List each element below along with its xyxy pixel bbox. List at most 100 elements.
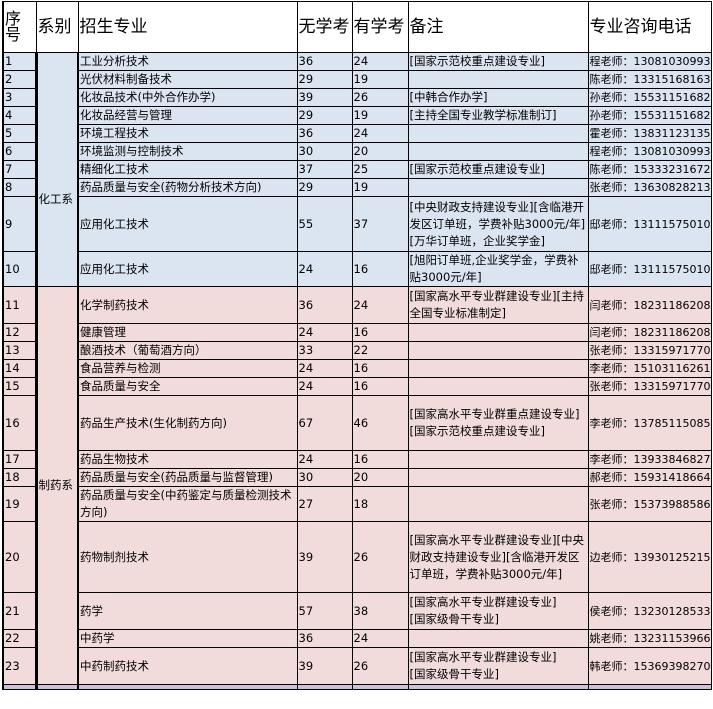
major-cell: 工业分析技术 bbox=[77, 52, 298, 71]
row-number: 2 bbox=[2, 70, 37, 89]
exam-quota: 46 bbox=[351, 395, 409, 451]
note-cell: [国家示范校重点建设专业] bbox=[407, 52, 589, 71]
major-cell: 药品质量与安全(药品质量与监督管理) bbox=[77, 468, 298, 487]
note-cell: [国家高水平专业群建设专业] [国家级骨干专业] bbox=[407, 647, 589, 685]
contact-phone: 李老师：15103116261 bbox=[587, 359, 713, 378]
table-row: 10 应用化工技术 24 16 [旭阳订单班,企业奖学金，学费补贴3000元/年] 邸老师… bbox=[2, 251, 713, 287]
row-number: 16 bbox=[2, 395, 37, 451]
table-body: 1 化工系 工业分析技术 36 24 [国家示范校重点建设专业] 程老师：130810309… bbox=[2, 52, 713, 690]
note-cell bbox=[407, 629, 589, 648]
note-cell: [国家高水平专业群重点建设专业] [国家示范校重点建设专业] bbox=[407, 395, 589, 451]
table-row: 12 健康管理 24 16 闫老师：18231186208 bbox=[2, 323, 713, 342]
major-cell: 食品质量与安全 bbox=[77, 377, 298, 396]
no-exam-quota: 24 bbox=[296, 377, 353, 396]
note-cell: [中央财政支持建设专业][含临港开发区订单班，学费补贴3000元/年][万华订单… bbox=[407, 196, 589, 252]
header-no-exam: 无学考 bbox=[296, 1, 353, 53]
note-cell bbox=[407, 359, 589, 378]
table-row: 22 中药学 36 24 姚老师：13231153966 bbox=[2, 629, 713, 648]
exam-quota: 19 bbox=[351, 106, 409, 125]
department-cell: 化工系 bbox=[34, 52, 79, 287]
exam-quota: 19 bbox=[351, 178, 409, 197]
empty-cell bbox=[2, 684, 37, 690]
note-cell bbox=[407, 323, 589, 342]
row-number: 20 bbox=[2, 521, 37, 593]
header-major: 招生专业 bbox=[77, 1, 298, 53]
exam-quota: 16 bbox=[351, 450, 409, 469]
no-exam-quota: 29 bbox=[296, 178, 353, 197]
no-exam-quota: 30 bbox=[296, 468, 353, 487]
major-cell: 应用化工技术 bbox=[77, 196, 298, 252]
empty-cell bbox=[407, 684, 589, 690]
no-exam-quota: 36 bbox=[296, 629, 353, 648]
note-cell bbox=[407, 468, 589, 487]
major-cell: 精细化工技术 bbox=[77, 160, 298, 179]
note-cell: [国家高水平专业群建设专业][主持全国专业标准制定] bbox=[407, 286, 589, 324]
no-exam-quota: 39 bbox=[296, 521, 353, 593]
table-row: 11 制药系 化学制药技术 36 24 [国家高水平专业群建设专业][主持全国专业标准制定… bbox=[2, 286, 713, 685]
note-cell bbox=[407, 377, 589, 396]
contact-phone: 韩老师：15369398270 bbox=[587, 647, 713, 685]
note-cell bbox=[407, 450, 589, 469]
row-number: 8 bbox=[2, 178, 37, 197]
table-row: 7 精细化工技术 37 25 [国家示范校重点建设专业] 陈老师：15333231672 bbox=[2, 160, 713, 179]
exam-quota: 38 bbox=[351, 592, 409, 630]
no-exam-quota: 37 bbox=[296, 160, 353, 179]
no-exam-quota: 57 bbox=[296, 592, 353, 630]
header-note: 备注 bbox=[407, 1, 589, 53]
table-row: 9 应用化工技术 55 37 [中央财政支持建设专业][含临港开发区订单班，学费补贴30… bbox=[2, 196, 713, 252]
no-exam-quota: 24 bbox=[296, 251, 353, 287]
exam-quota: 18 bbox=[351, 486, 409, 522]
note-cell: [主持全国专业教学标准制订] bbox=[407, 106, 589, 125]
no-exam-quota: 30 bbox=[296, 142, 353, 161]
major-cell: 酿酒技术（葡萄酒方向） bbox=[77, 341, 298, 360]
exam-quota: 16 bbox=[351, 359, 409, 378]
table-row: 13 酿酒技术（葡萄酒方向） 33 22 张老师：13315971770 bbox=[2, 341, 713, 360]
contact-phone: 李老师：13933846827 bbox=[587, 450, 713, 469]
exam-quota: 26 bbox=[351, 647, 409, 685]
row-number: 23 bbox=[2, 647, 37, 685]
exam-quota: 16 bbox=[351, 377, 409, 396]
note-cell bbox=[407, 142, 589, 161]
row-number: 17 bbox=[2, 450, 37, 469]
row-number: 18 bbox=[2, 468, 37, 487]
contact-phone: 孙老师：15531151682 bbox=[587, 88, 713, 107]
major-cell: 健康管理 bbox=[77, 323, 298, 342]
note-cell: [旭阳订单班,企业奖学金，学费补贴3000元/年] bbox=[407, 251, 589, 287]
note-cell bbox=[407, 486, 589, 522]
header-phone: 专业咨询电话 bbox=[587, 1, 713, 53]
exam-quota: 26 bbox=[351, 521, 409, 593]
row-number: 7 bbox=[2, 160, 37, 179]
major-cell: 化妆品技术(中外合作办学) bbox=[77, 88, 298, 107]
row-number: 1 bbox=[2, 52, 37, 71]
major-cell: 光伏材料制备技术 bbox=[77, 70, 298, 89]
no-exam-quota: 39 bbox=[296, 88, 353, 107]
row-number: 6 bbox=[2, 142, 37, 161]
empty-cell bbox=[587, 684, 713, 690]
table-row: 19 药品质量与安全(中药鉴定与质量检测技术方向) 27 18 张老师：15373988… bbox=[2, 486, 713, 522]
row-number: 10 bbox=[2, 251, 37, 287]
major-cell: 药品质量与安全(中药鉴定与质量检测技术方向) bbox=[77, 486, 298, 522]
major-cell: 环境监测与控制技术 bbox=[77, 142, 298, 161]
table-row: 15 食品质量与安全 24 16 张老师：13315971770 bbox=[2, 377, 713, 396]
note-cell bbox=[407, 124, 589, 143]
table-row: 4 化妆品经营与管理 29 19 [主持全国专业教学标准制订] 孙老师：155311516… bbox=[2, 106, 713, 125]
no-exam-quota: 33 bbox=[296, 341, 353, 360]
next-section-row bbox=[2, 684, 713, 690]
note-cell bbox=[407, 178, 589, 197]
table-row: 1 化工系 工业分析技术 36 24 [国家示范校重点建设专业] 程老师：130810309… bbox=[2, 52, 713, 287]
contact-phone: 闫老师：18231186208 bbox=[587, 286, 713, 324]
exam-quota: 24 bbox=[351, 124, 409, 143]
exam-quota: 24 bbox=[351, 52, 409, 71]
table-row: 23 中药制药技术 39 26 [国家高水平专业群建设专业] [国家级骨干专业] 韩老师：… bbox=[2, 647, 713, 685]
table-row: 20 药物制剂技术 39 26 [国家高水平专业群建设专业][中央财政支持建设专业][含… bbox=[2, 521, 713, 593]
no-exam-quota: 24 bbox=[296, 323, 353, 342]
note-cell: [中韩合作办学] bbox=[407, 88, 589, 107]
contact-phone: 邸老师：13111575010 bbox=[587, 196, 713, 252]
no-exam-quota: 27 bbox=[296, 486, 353, 522]
empty-cell bbox=[296, 684, 353, 690]
row-number: 3 bbox=[2, 88, 37, 107]
major-cell: 化妆品经营与管理 bbox=[77, 106, 298, 125]
major-cell: 中药学 bbox=[77, 629, 298, 648]
row-number: 4 bbox=[2, 106, 37, 125]
exam-quota: 25 bbox=[351, 160, 409, 179]
